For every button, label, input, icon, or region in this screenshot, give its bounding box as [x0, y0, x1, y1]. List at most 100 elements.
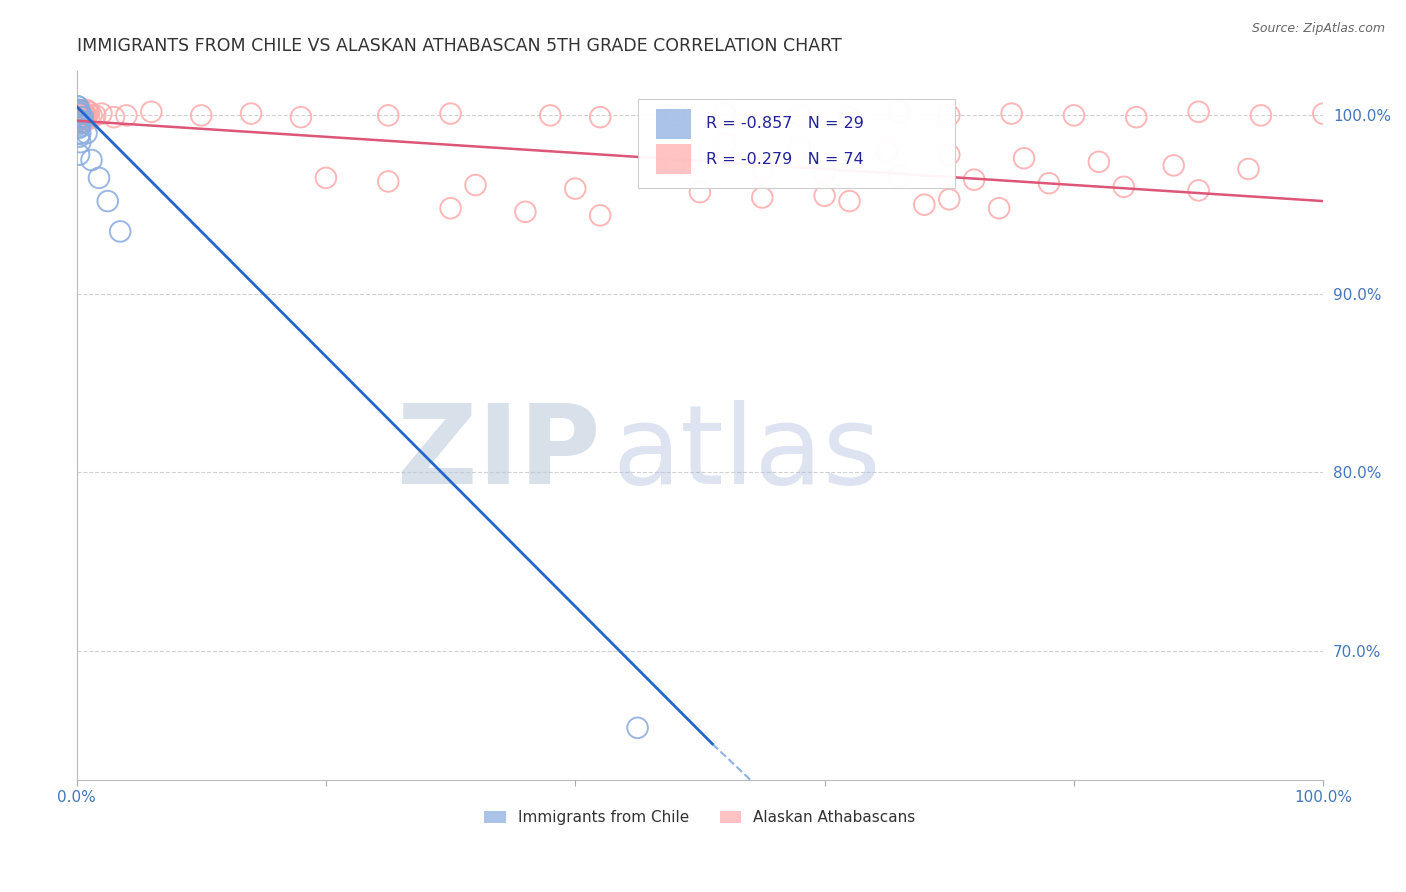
Point — [1000, 106, 1022, 120]
Point — [90, 106, 112, 120]
FancyBboxPatch shape — [637, 99, 956, 187]
Text: R = -0.857   N = 29: R = -0.857 N = 29 — [706, 117, 865, 131]
Point — [103, 110, 125, 124]
Text: Source: ZipAtlas.com: Source: ZipAtlas.com — [1251, 22, 1385, 36]
Point — [813, 188, 835, 202]
Point — [963, 172, 986, 186]
Point — [439, 106, 461, 120]
Bar — [657, 109, 692, 139]
Point — [73, 113, 96, 128]
Point — [912, 197, 935, 211]
Point — [564, 181, 586, 195]
Point — [115, 108, 138, 122]
Point — [714, 136, 737, 151]
Point — [1237, 161, 1260, 176]
Point — [75, 110, 97, 124]
Point — [72, 110, 94, 124]
Point — [66, 112, 89, 126]
Text: atlas: atlas — [613, 400, 882, 507]
Point — [77, 104, 100, 119]
Text: IMMIGRANTS FROM CHILE VS ALASKAN ATHABASCAN 5TH GRADE CORRELATION CHART: IMMIGRANTS FROM CHILE VS ALASKAN ATHABAS… — [76, 37, 841, 55]
Point — [938, 147, 960, 161]
Point — [67, 103, 90, 117]
Point — [515, 204, 537, 219]
Point — [72, 104, 94, 119]
Point — [689, 185, 711, 199]
Point — [290, 110, 312, 124]
Point — [538, 108, 561, 122]
Point — [464, 178, 486, 192]
Point — [87, 170, 110, 185]
Point — [70, 108, 93, 122]
Point — [66, 99, 89, 113]
Point — [76, 126, 98, 140]
Point — [838, 194, 860, 208]
Point — [76, 104, 98, 119]
Bar — [657, 145, 692, 174]
Point — [77, 112, 100, 126]
Point — [66, 99, 89, 113]
Point — [67, 103, 90, 117]
Point — [66, 113, 89, 128]
Point — [813, 165, 835, 179]
Point — [69, 135, 91, 149]
Point — [664, 108, 686, 122]
Point — [69, 119, 91, 133]
Point — [66, 104, 89, 119]
Point — [80, 153, 103, 167]
Point — [1012, 151, 1035, 165]
Point — [315, 170, 337, 185]
Point — [1312, 106, 1334, 120]
Point — [75, 106, 97, 120]
Point — [97, 194, 120, 208]
Point — [1125, 110, 1147, 124]
Point — [1163, 158, 1185, 172]
Point — [377, 174, 399, 188]
Point — [938, 192, 960, 206]
Point — [988, 201, 1011, 215]
Point — [190, 108, 212, 122]
Point — [589, 208, 612, 222]
Point — [876, 144, 898, 158]
Point — [70, 110, 93, 124]
Point — [84, 108, 107, 122]
Point — [67, 147, 90, 161]
Point — [69, 112, 91, 126]
Point — [789, 140, 811, 154]
Point — [67, 103, 90, 117]
Point — [141, 104, 163, 119]
Point — [67, 120, 90, 135]
Point — [1250, 108, 1272, 122]
Point — [72, 106, 94, 120]
Point — [69, 115, 91, 129]
Point — [240, 106, 263, 120]
Point — [1187, 183, 1209, 197]
Point — [67, 112, 90, 126]
Point — [664, 158, 686, 172]
Point — [69, 106, 91, 120]
Point — [76, 110, 98, 124]
Point — [751, 161, 773, 176]
Text: ZIP: ZIP — [396, 400, 600, 507]
Point — [439, 201, 461, 215]
Point — [108, 224, 131, 238]
Point — [751, 190, 773, 204]
Point — [1038, 176, 1060, 190]
Point — [69, 115, 91, 129]
Point — [66, 104, 89, 119]
Point — [80, 108, 103, 122]
Point — [1112, 179, 1135, 194]
Point — [589, 110, 612, 124]
Point — [714, 106, 737, 120]
Text: R = -0.279   N = 74: R = -0.279 N = 74 — [706, 152, 863, 167]
Point — [76, 103, 98, 117]
Point — [889, 104, 911, 119]
Point — [1063, 108, 1085, 122]
Point — [938, 108, 960, 122]
Legend: Immigrants from Chile, Alaskan Athabascans: Immigrants from Chile, Alaskan Athabasca… — [484, 810, 915, 825]
Point — [1088, 154, 1111, 169]
Point — [69, 126, 91, 140]
Point — [626, 721, 648, 735]
Point — [1187, 104, 1209, 119]
Point — [838, 110, 860, 124]
